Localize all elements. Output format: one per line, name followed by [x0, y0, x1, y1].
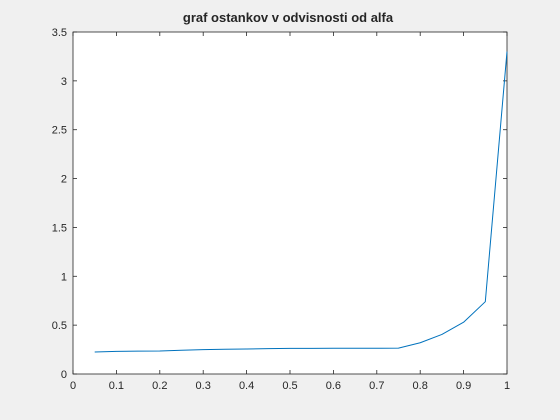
- x-tick-label: 0.6: [326, 380, 341, 392]
- x-tick-label: 0.9: [456, 380, 471, 392]
- x-tick-label: 0.4: [239, 380, 254, 392]
- y-tick-label: 0: [61, 369, 67, 381]
- axes-box: [72, 31, 508, 375]
- y-tick-label: 0.5: [52, 320, 67, 332]
- y-tick-label: 2: [61, 174, 67, 186]
- y-tick-label: 1.5: [52, 222, 67, 234]
- x-tick-label: 0.5: [282, 380, 297, 392]
- y-tick-label: 3.5: [52, 27, 67, 39]
- plot-area: 0 0.1 0.2 0.3 0.4 0.5 0.6 0.7 0.8 0.9 1 0 0.5 1 1.5 2 2.…: [52, 27, 510, 392]
- x-tick-label: 0: [70, 380, 76, 392]
- series-line: [94, 51, 508, 353]
- x-tick-label: 0.3: [196, 380, 211, 392]
- x-tick-label: 0.7: [369, 380, 384, 392]
- x-tick-label: 0.2: [152, 380, 167, 392]
- y-tick-label: 1: [61, 271, 67, 283]
- x-tick-label: 0.8: [413, 380, 428, 392]
- x-tick-label: 1: [504, 380, 510, 392]
- x-tick-label: 0.1: [109, 380, 124, 392]
- y-tick-label: 2.5: [52, 125, 67, 137]
- chart-title: graf ostankov v odvisnosti od alfa: [183, 10, 394, 25]
- y-tick-label: 3: [61, 76, 67, 88]
